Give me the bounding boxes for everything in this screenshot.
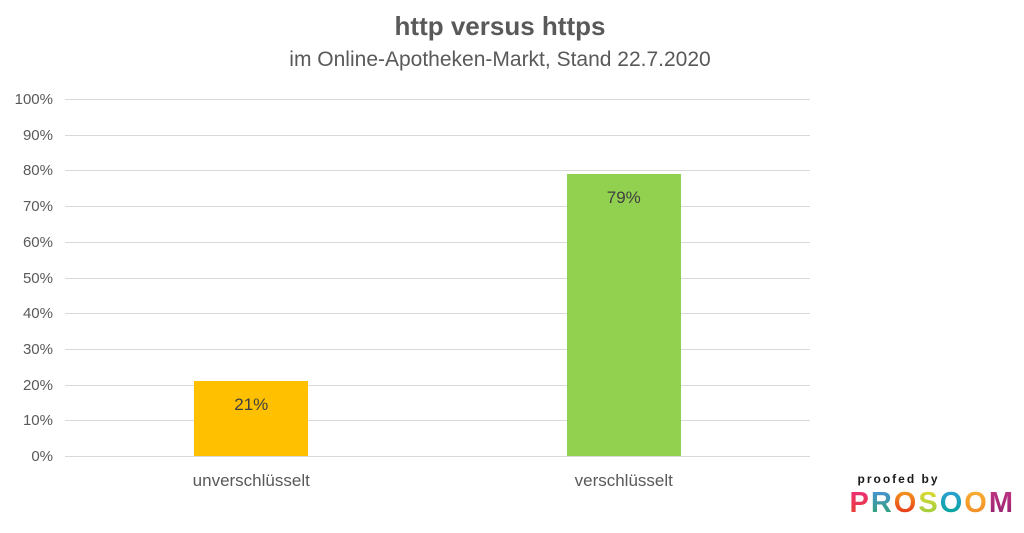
gridline xyxy=(65,313,810,315)
gridline xyxy=(65,456,810,457)
chart-subtitle: im Online-Apotheken-Markt, Stand 22.7.20… xyxy=(289,47,711,71)
x-axis-label-unverschluesselt: unverschlüsselt xyxy=(192,471,310,490)
brand-letter: O xyxy=(893,487,919,519)
y-axis-tick-label: 80% xyxy=(22,162,53,180)
y-axis-tick-label: 30% xyxy=(22,340,53,358)
gridline xyxy=(65,206,810,208)
proofed-by-text: proofed by xyxy=(857,472,940,486)
gridline xyxy=(65,134,810,136)
chart-title: http versus https xyxy=(394,11,606,41)
y-axis-tick-label: 70% xyxy=(22,198,53,216)
gridline xyxy=(65,241,810,243)
brand-letter: O xyxy=(964,487,989,519)
chart-header: http versus https im Online-Apotheken-Ma… xyxy=(0,11,1000,72)
y-axis-tick-label: 90% xyxy=(22,126,53,144)
plot-area: 0% 10% 20% 30% 40% 50% 60% 70% 80% 90% 100% 21% 79… xyxy=(15,91,810,490)
brand-letter: P xyxy=(849,487,871,519)
bar-value-label-unverschluesselt: 21% xyxy=(234,395,269,415)
brand-letter: S xyxy=(918,487,940,519)
gridline xyxy=(65,348,810,350)
brand-letter: O xyxy=(939,487,965,519)
prosoom-logo: proofed by PROSOOM xyxy=(850,472,1016,518)
prosoom-wordmark: PROSOOM xyxy=(850,489,1016,518)
bar-verschluesselt: 79% xyxy=(566,173,681,456)
gridline xyxy=(65,170,810,172)
y-axis-tick-label: 50% xyxy=(22,269,53,287)
bar-unverschluesselt: 21% xyxy=(194,381,309,456)
gridline xyxy=(65,384,810,386)
y-axis-tick-label: 40% xyxy=(22,305,53,323)
brand-letter: M xyxy=(988,487,1015,519)
gridline xyxy=(65,277,810,279)
gridline xyxy=(65,99,810,100)
bar-value-label-verschluesselt: 79% xyxy=(606,187,641,207)
y-axis-tick-label: 60% xyxy=(22,233,53,251)
y-axis: 0% 10% 20% 30% 40% 50% 60% 70% 80% 90% 100% xyxy=(3,91,53,465)
y-axis-tick-label: 10% xyxy=(22,412,53,430)
y-axis-tick-label: 20% xyxy=(22,376,53,394)
y-axis-tick-label: 100% xyxy=(14,91,53,108)
gridline xyxy=(65,420,810,422)
x-axis-label-verschluesselt: verschlüsselt xyxy=(574,471,673,490)
y-axis-tick-label: 0% xyxy=(31,448,53,465)
brand-letter: R xyxy=(870,487,894,519)
